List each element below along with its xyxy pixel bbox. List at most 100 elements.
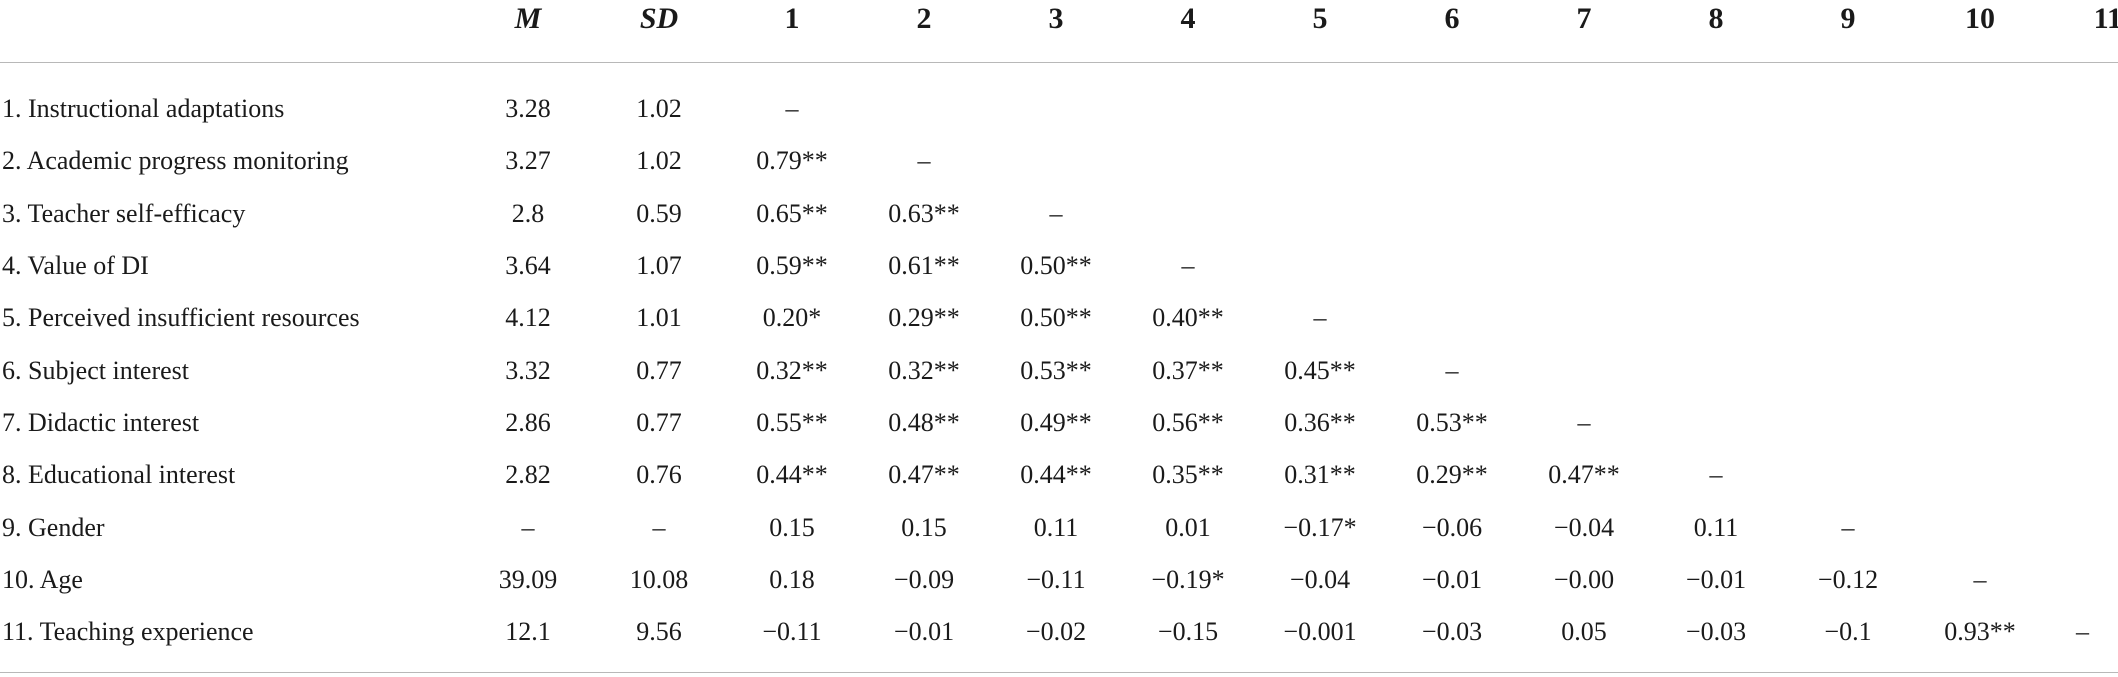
- table-cell: –: [917, 146, 931, 176]
- table-cell: 0.29**: [888, 303, 960, 333]
- table-cell: 1.02: [636, 94, 682, 124]
- table-cell: −0.04: [1553, 512, 1615, 542]
- row-label: 6. Subject interest: [2, 355, 190, 385]
- table-cell: [1122, 63, 1254, 136]
- table-cell: 0.29**: [1416, 460, 1488, 490]
- table-cell: [1386, 135, 1518, 187]
- table-cell: –: [1181, 251, 1195, 281]
- table-row: 1. Instructional adaptations 3.28 1.02 –: [0, 63, 2118, 136]
- table-cell: [1782, 240, 1914, 292]
- table-cell: −0.04: [1289, 564, 1351, 594]
- row-label: 7. Didactic interest: [2, 407, 200, 437]
- table-cell: –: [1577, 407, 1591, 437]
- table-cell: 39.09: [498, 564, 558, 594]
- table-cell: 9.56: [636, 617, 682, 647]
- table-cell: [1254, 63, 1386, 136]
- table-cell: [1914, 63, 2046, 136]
- header-row: M SD 1 2 3 4 5 6 7 8 9 10 11: [0, 0, 2118, 63]
- table-cell: −0.06: [1421, 512, 1483, 542]
- table-cell: −0.12: [1817, 564, 1879, 594]
- table-cell: –: [785, 94, 799, 124]
- table-cell: [1518, 292, 1650, 344]
- table-cell: 0.35**: [1152, 460, 1224, 490]
- table-cell: [1782, 449, 1914, 501]
- table-cell: 3.28: [505, 94, 551, 124]
- table-cell: 0.11: [1693, 512, 1739, 542]
- table-cell: 0.76: [636, 460, 682, 490]
- table-cell: 0.59**: [756, 251, 828, 281]
- header-cell-4: 4: [1180, 2, 1196, 35]
- table-cell: [1518, 188, 1650, 240]
- table-row: 11. Teaching experience 12.1 9.56 −0.11 −0.0…: [0, 606, 2118, 673]
- table-cell: 0.77: [636, 407, 682, 437]
- table-cell: [1386, 188, 1518, 240]
- table-cell: [1914, 188, 2046, 240]
- table-cell: 1.01: [636, 303, 682, 333]
- table-cell: [2046, 292, 2118, 344]
- table-cell: 0.56**: [1152, 407, 1224, 437]
- table-cell: 0.77: [636, 355, 682, 385]
- table-cell: [2046, 63, 2118, 136]
- header-cell-8: 8: [1708, 2, 1724, 35]
- table-cell: [1254, 240, 1386, 292]
- row-label: 3. Teacher self-efficacy: [2, 198, 246, 228]
- table-cell: [1914, 344, 2046, 396]
- table-cell: [2046, 240, 2118, 292]
- header-cell-5: 5: [1312, 2, 1328, 35]
- table-cell: [1650, 63, 1782, 136]
- table-cell: [1254, 188, 1386, 240]
- table-cell: 0.05: [1561, 617, 1607, 647]
- table-cell: [1914, 501, 2046, 553]
- table-cell: [1914, 449, 2046, 501]
- table-cell: –: [521, 512, 535, 542]
- header-cell-sd: SD: [639, 2, 679, 35]
- table-cell: 0.44**: [756, 460, 828, 490]
- table-row: 8. Educational interest 2.82 0.76 0.44** 0.4…: [0, 449, 2118, 501]
- table-cell: 0.47**: [1548, 460, 1620, 490]
- table-cell: [1386, 292, 1518, 344]
- header-cell-variable: [0, 0, 464, 63]
- table-cell: [2046, 344, 2118, 396]
- table-cell: [2046, 135, 2118, 187]
- table-cell: 0.50**: [1020, 251, 1092, 281]
- row-label: 5. Perceived insufficient resources: [2, 303, 360, 333]
- table-cell: [2046, 188, 2118, 240]
- table-cell: 0.15: [769, 512, 815, 542]
- table-cell: 0.11: [1033, 512, 1079, 542]
- table-cell: −0.001: [1283, 617, 1357, 647]
- table-cell: [1650, 188, 1782, 240]
- table-cell: 1.07: [636, 251, 682, 281]
- table-cell: 0.47**: [888, 460, 960, 490]
- table-cell: [1650, 397, 1782, 449]
- table-cell: –: [2076, 617, 2089, 647]
- table-cell: 1.02: [636, 146, 682, 176]
- table-cell: [2046, 501, 2118, 553]
- table-cell: 0.40**: [1152, 303, 1224, 333]
- row-label: 4. Value of DI: [2, 251, 149, 281]
- table-cell: [858, 63, 990, 136]
- table-cell: 2.86: [505, 407, 551, 437]
- table-cell: –: [1445, 355, 1459, 385]
- table-cell: [1122, 188, 1254, 240]
- table-cell: 10.08: [629, 564, 689, 594]
- row-label: 11. Teaching experience: [2, 617, 254, 647]
- table-cell: 0.53**: [1416, 407, 1488, 437]
- table-cell: −0.01: [1685, 564, 1747, 594]
- table-cell: −0.02: [1025, 617, 1087, 647]
- table-cell: 0.49**: [1020, 407, 1092, 437]
- table-cell: [2046, 397, 2118, 449]
- table-cell: 0.53**: [1020, 355, 1092, 385]
- table-cell: [1518, 344, 1650, 396]
- table-row: 10. Age 39.09 10.08 0.18 −0.09 −0.11 −0.19* −0.…: [0, 554, 2118, 606]
- table-cell: −0.11: [762, 617, 822, 647]
- table-cell: [1650, 292, 1782, 344]
- table-cell: −0.03: [1685, 617, 1747, 647]
- table-cell: –: [1841, 512, 1855, 542]
- table-cell: –: [1973, 564, 1987, 594]
- table-cell: 0.37**: [1152, 355, 1224, 385]
- table-cell: [1650, 135, 1782, 187]
- table-cell: 0.32**: [888, 355, 960, 385]
- row-label: 1. Instructional adaptations: [2, 94, 285, 124]
- table-cell: 0.65**: [756, 198, 828, 228]
- table-row: 9. Gender – – 0.15 0.15 0.11 0.01 −0.17* −0.06 −0…: [0, 501, 2118, 553]
